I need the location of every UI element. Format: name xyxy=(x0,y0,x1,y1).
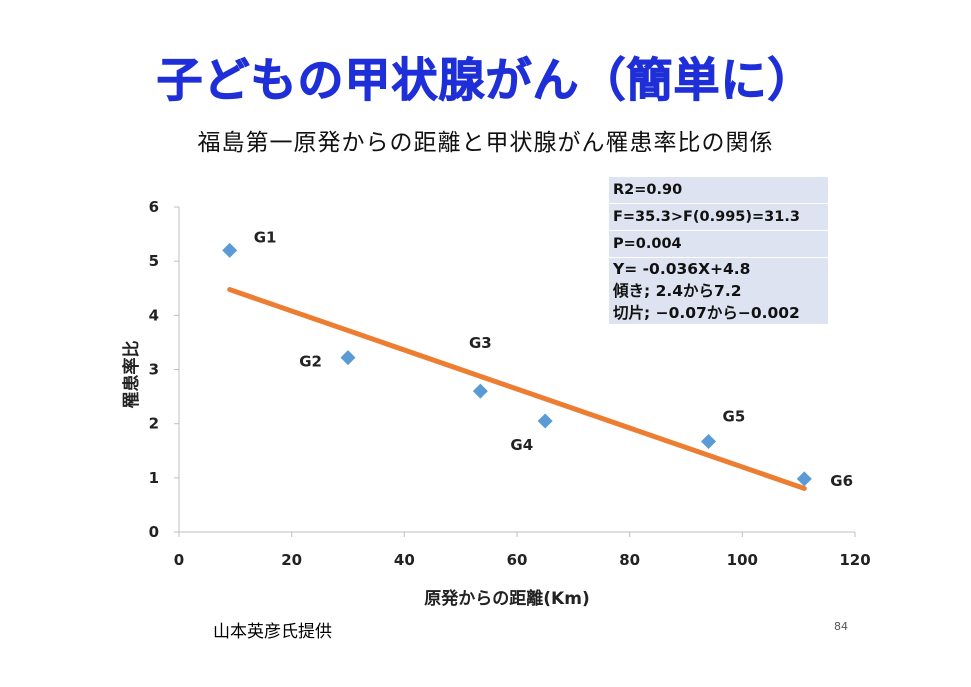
stats-equation: Y= -0.036X+4.8 xyxy=(613,260,751,278)
trendline xyxy=(227,287,807,491)
slide-subtitle: 福島第一原発からの距離と甲状腺がん罹患率比の関係 xyxy=(197,130,774,156)
y-tick-label: 4 xyxy=(149,306,159,324)
point-label-g3: G3 xyxy=(469,334,492,352)
point-label-g5: G5 xyxy=(723,408,746,426)
data-point-g6 xyxy=(796,471,812,487)
regression-stats-box: R2=0.90 F=35.3>F(0.995)=31.3 P=0.004 Y= … xyxy=(609,177,828,324)
data-point-g2 xyxy=(340,350,356,366)
data-point-g1 xyxy=(222,242,238,258)
stats-r2: R2=0.90 xyxy=(609,177,828,204)
x-tick-label: 20 xyxy=(281,551,302,569)
x-tick-label: 60 xyxy=(507,551,528,569)
x-tick-label: 0 xyxy=(174,551,184,569)
data-point-g4 xyxy=(537,413,553,429)
point-label-g1: G1 xyxy=(254,228,277,246)
y-axis-title: 罹患率比 xyxy=(121,341,142,409)
stats-f: F=35.3>F(0.995)=31.3 xyxy=(609,204,828,231)
stats-intercept: 切片; −0.07から−0.002 xyxy=(613,304,800,322)
x-axis-title: 原発からの距離(Km) xyxy=(424,588,589,609)
y-tick-label: 2 xyxy=(149,415,159,433)
x-tick-label: 80 xyxy=(619,551,640,569)
y-tick-label: 3 xyxy=(149,361,159,379)
y-tick-label: 6 xyxy=(149,198,159,216)
point-label-g6: G6 xyxy=(830,472,853,490)
data-point-g3 xyxy=(472,383,488,399)
y-tick-label: 0 xyxy=(149,523,159,541)
y-tick-label: 1 xyxy=(149,469,159,487)
point-label-g2: G2 xyxy=(299,353,322,371)
credit-text: 山本英彦氏提供 xyxy=(213,622,332,642)
point-label-g4: G4 xyxy=(510,436,533,454)
page-number: 84 xyxy=(834,620,848,633)
x-tick-label: 120 xyxy=(839,551,870,569)
data-point-g5 xyxy=(701,434,717,450)
stats-slope: 傾き; 2.4から7.2 xyxy=(613,282,742,300)
slide-title: 子どもの甲状腺がん（簡単に） xyxy=(156,53,815,108)
x-tick-label: 40 xyxy=(394,551,415,569)
x-tick-label: 100 xyxy=(727,551,758,569)
stats-p: P=0.004 xyxy=(609,231,828,258)
y-tick-label: 5 xyxy=(149,252,159,270)
